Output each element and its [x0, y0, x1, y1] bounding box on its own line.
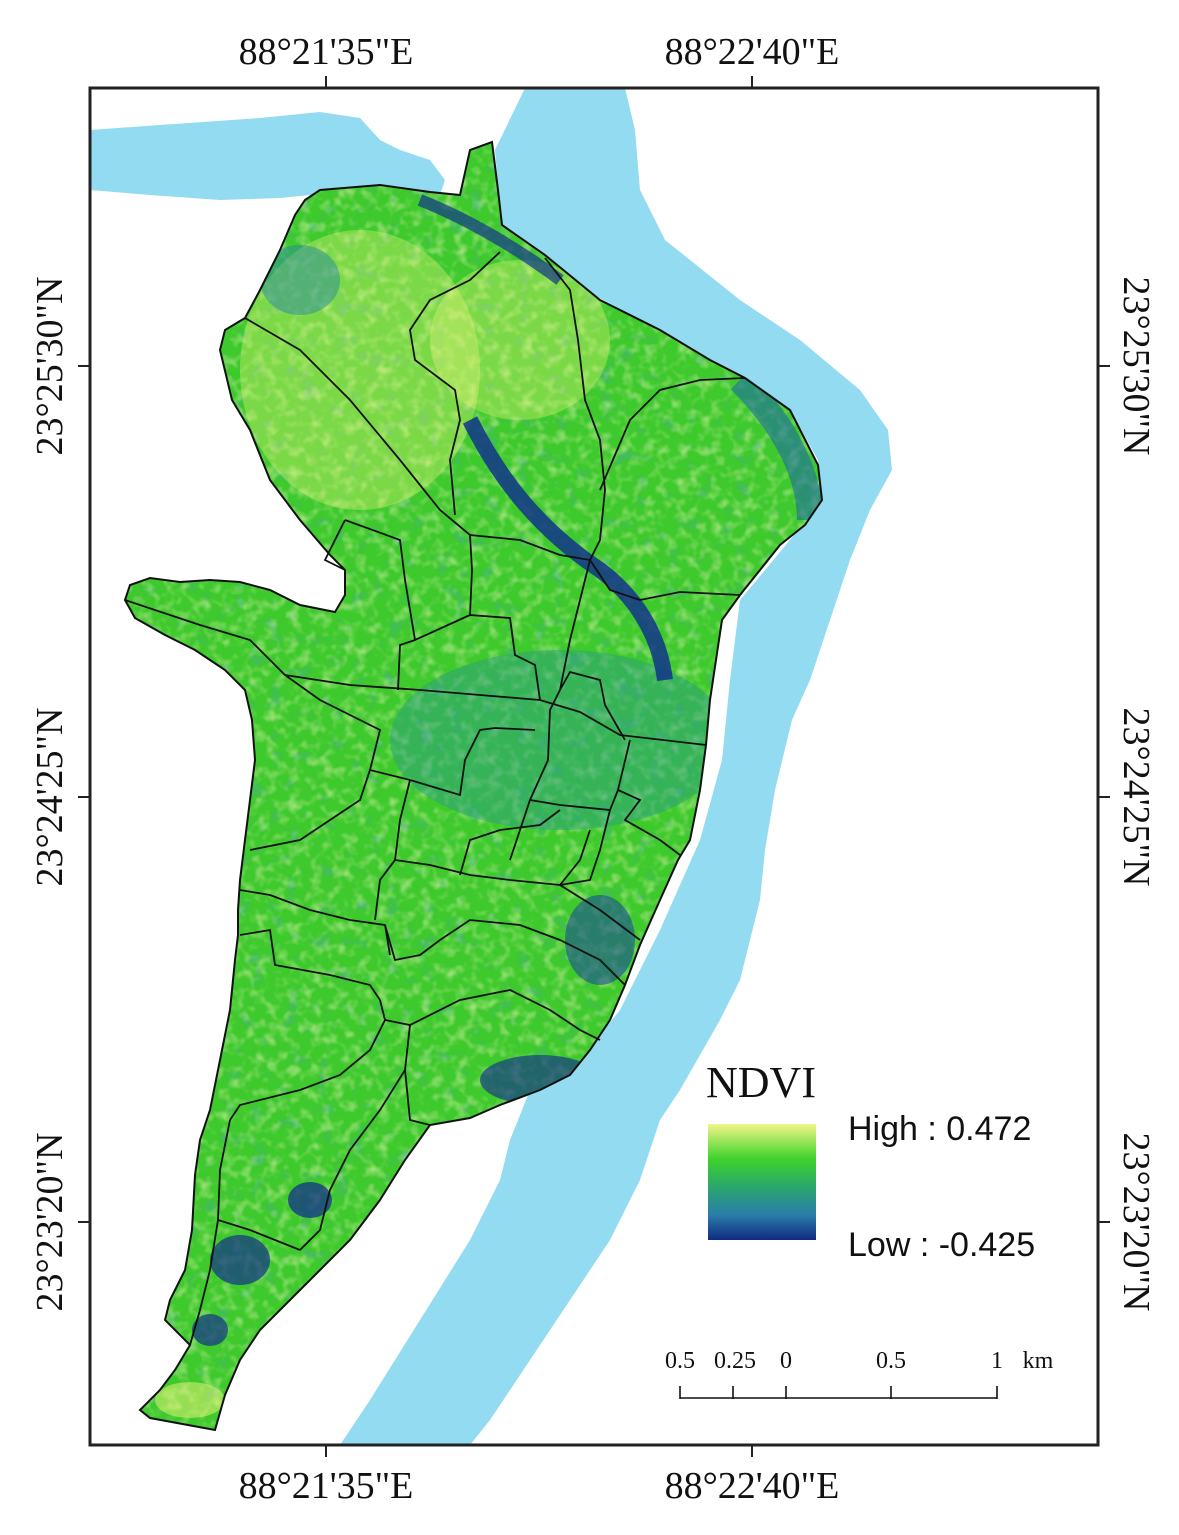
ndvi-mid-nw	[260, 245, 340, 315]
ndvi-zone-bright-ne	[430, 260, 610, 420]
ward-line	[244, 257, 606, 561]
ward-line	[394, 809, 611, 886]
right-latitude-label: 23°25'30"N	[1115, 277, 1157, 456]
scale-tick-label: 0	[780, 1348, 792, 1374]
ward-line	[379, 989, 601, 1041]
ward-line	[599, 377, 746, 491]
ward-line	[559, 670, 626, 741]
ward-line	[397, 639, 416, 691]
top-longitude-label: 88°22'40"E	[665, 31, 840, 73]
scale-tick-label: 0.5	[665, 1348, 695, 1374]
ndvi-low-riverbank	[730, 370, 822, 521]
ward-line	[384, 919, 626, 986]
legend-low-label: Low : -0.425	[848, 1226, 1035, 1264]
right-latitude-label: 23°24'25"N	[1115, 708, 1157, 887]
river-tributary	[90, 112, 445, 200]
ndvi-low-sw	[210, 1235, 270, 1285]
ward-line	[189, 1219, 219, 1346]
ward-line	[229, 1019, 386, 1121]
ndvi-low-tip	[192, 1314, 228, 1346]
legend-title: NDVI	[706, 1058, 816, 1107]
left-latitude-label: 23°23'20"N	[29, 1133, 71, 1312]
top-longitude-label: 88°21'35"E	[239, 31, 414, 73]
scale-tick-label: 0.25	[714, 1348, 756, 1374]
left-latitude-label: 23°24'25"N	[29, 708, 71, 887]
scale-tick-label: 1	[991, 1348, 1003, 1374]
right-latitude-label: 23°23'20"N	[1115, 1133, 1157, 1312]
river-channel	[340, 88, 892, 1445]
bottom-longitude-label: 88°22'40"E	[665, 1465, 840, 1507]
ward-line	[589, 559, 741, 601]
ward-boundaries	[124, 251, 746, 1346]
legend-high-label: High : 0.472	[848, 1110, 1031, 1148]
ward-line	[284, 674, 382, 771]
ward-line	[249, 769, 371, 851]
ward-line	[299, 1069, 406, 1251]
map-frame-border	[88, 86, 1100, 1447]
ward-line	[469, 534, 541, 701]
ward-line	[459, 809, 591, 886]
legend-color-ramp	[708, 1124, 816, 1240]
bottom-longitude-label: 88°21'35"E	[239, 1465, 414, 1507]
ndvi-low-patch	[288, 1182, 332, 1218]
ward-line	[559, 884, 641, 941]
scale-bar: 0.5 0.25 0 0.5 1 km	[665, 1348, 1054, 1399]
ndvi-low-east	[565, 895, 635, 985]
ndvi-legend: NDVI High : 0.472 Low : -0.425	[705, 1056, 1070, 1264]
scale-tick-label: 0.5	[876, 1348, 906, 1374]
ward-line	[509, 559, 591, 861]
ndvi-low-north-bank	[417, 194, 564, 285]
scale-unit-label: km	[1023, 1348, 1054, 1374]
graticule-ticks	[78, 76, 1110, 1457]
ndvi-zone-urban-core	[390, 650, 730, 830]
ward-line	[124, 599, 707, 746]
ward-line	[323, 519, 471, 642]
ward-line	[404, 1024, 431, 1126]
ward-line	[409, 251, 501, 516]
river-layer	[90, 88, 892, 1445]
ward-line	[239, 928, 381, 1001]
ndvi-bright-tip	[155, 1382, 225, 1418]
left-latitude-label: 23°25'30"N	[29, 277, 71, 456]
